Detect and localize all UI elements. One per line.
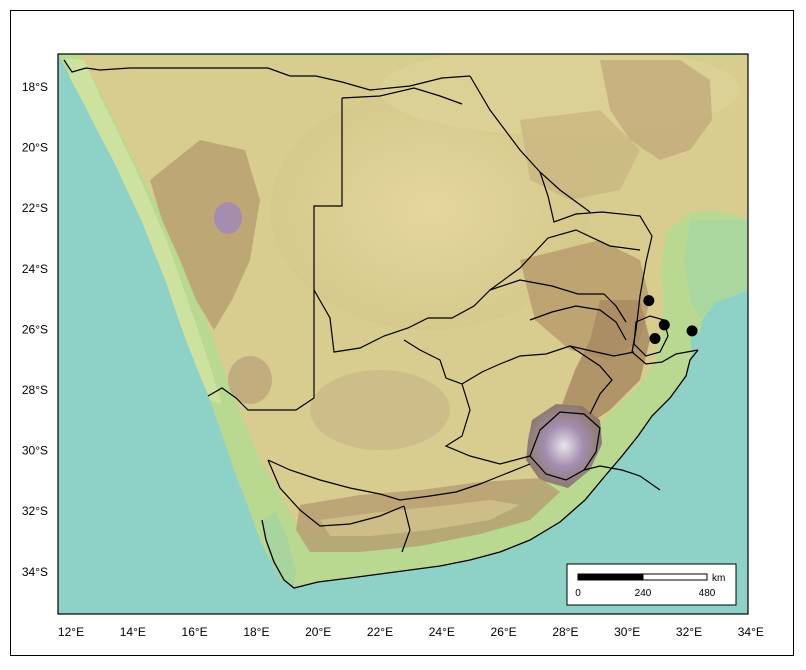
border-namibia-botswana <box>313 98 343 398</box>
map-border <box>57 53 749 615</box>
border-limpopo <box>489 229 641 291</box>
eastern-escarpment <box>560 300 650 430</box>
border-province-9 <box>603 293 627 323</box>
scale-bar-label-480: 480 <box>699 588 716 599</box>
cape-peninsula <box>262 512 296 588</box>
scale-bar: km 0 240 480 <box>566 563 737 606</box>
zimbabwe-relief <box>520 110 640 200</box>
mozambique-highlands <box>600 60 712 160</box>
map-area <box>58 54 748 614</box>
lon-label-18E: 18°E <box>243 625 269 639</box>
occurrence-points <box>643 295 698 344</box>
border-province-3 <box>569 345 613 415</box>
lon-label-30E: 30°E <box>614 625 640 639</box>
kamiesberg <box>228 356 272 404</box>
lat-label-34S: 34°S <box>22 565 48 579</box>
scale-bar-label-0: 0 <box>575 588 581 599</box>
lat-label-30S: 30°S <box>22 444 48 458</box>
lon-label-16E: 16°E <box>182 625 208 639</box>
lon-label-24E: 24°E <box>429 625 455 639</box>
border-botswana-zimbabwe <box>539 171 653 237</box>
longitude-labels: 12°E 14°E 16°E 18°E 20°E 22°E 24°E 26°E 28°E 30°E… <box>58 625 764 639</box>
khomas-highland <box>214 202 242 234</box>
occurrence-point-4 <box>686 325 698 337</box>
namibian-escarpment <box>150 140 260 330</box>
namib-coast <box>66 58 222 404</box>
lat-label-28S: 28°S <box>22 383 48 397</box>
lat-label-32S: 32°S <box>22 504 48 518</box>
karoo-relief <box>310 370 450 450</box>
border-botswana-south-africa <box>313 279 604 353</box>
border-eswatini <box>633 315 669 357</box>
lat-label-18S: 18°S <box>22 80 48 94</box>
border-zambia-zimbabwe <box>469 75 591 213</box>
border-province-1 <box>403 339 635 385</box>
lon-label-12E: 12°E <box>58 625 84 639</box>
lat-label-22S: 22°S <box>22 201 48 215</box>
scale-bar-box <box>566 563 737 606</box>
lon-label-32E: 32°E <box>676 625 702 639</box>
lon-label-22E: 22°E <box>367 625 393 639</box>
border-province-4 <box>444 383 531 465</box>
border-caprivi <box>341 87 463 105</box>
border-lesotho <box>529 411 601 481</box>
border-namibia-south-africa <box>207 387 315 411</box>
lon-label-20E: 20°E <box>305 625 331 639</box>
mozambique-coastal-plain <box>684 220 748 318</box>
border-province-6 <box>267 459 531 501</box>
border-province-8 <box>401 505 411 553</box>
scale-bar-segment-2 <box>642 573 708 581</box>
borders <box>63 59 699 553</box>
lon-label-14E: 14°E <box>120 625 146 639</box>
lon-label-26E: 26°E <box>491 625 517 639</box>
lon-label-28E: 28°E <box>552 625 578 639</box>
lon-label-34E: 34°E <box>738 625 764 639</box>
scale-bar-label-240: 240 <box>635 588 652 599</box>
occurrence-point-3 <box>649 332 661 344</box>
scale-bar-unit: km <box>712 573 725 584</box>
lat-label-26S: 26°S <box>22 322 48 336</box>
scale-bar-segment-1 <box>577 573 644 581</box>
border-angola-namibia <box>63 59 471 91</box>
little-karoo <box>320 500 520 536</box>
latitude-labels: 18°S 20°S 22°S 24°S 26°S 28°S 30°S 32°S 34°S <box>22 80 48 579</box>
kalahari-basin <box>270 90 590 330</box>
occurrence-point-2 <box>658 319 670 331</box>
border-province-5 <box>583 465 661 491</box>
lat-label-20S: 20°S <box>22 141 48 155</box>
coastline <box>261 349 699 589</box>
border-province-7 <box>267 459 405 527</box>
occurrence-point-1 <box>643 295 655 307</box>
lat-label-24S: 24°S <box>22 262 48 276</box>
border-province-2 <box>529 305 627 341</box>
map-frame <box>10 10 794 656</box>
